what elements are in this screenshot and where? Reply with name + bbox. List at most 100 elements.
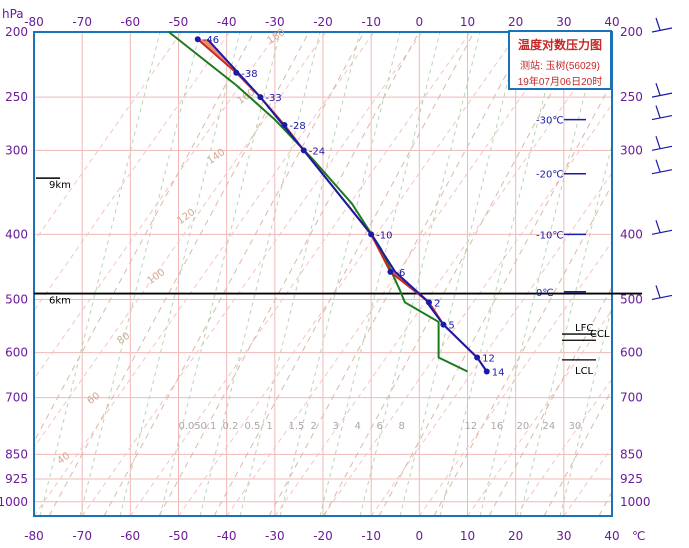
moist-adiabat xyxy=(479,32,601,516)
chart-title-box: 温度对数压力图 测站: 玉树(56029) 19年07月06日20时 xyxy=(508,30,612,90)
x-tick-label-top: -80 xyxy=(24,15,44,29)
p-tick-label-left: 700 xyxy=(5,391,28,405)
temperature-point-label: 2 xyxy=(434,298,440,309)
wind-barb-flag xyxy=(655,105,661,118)
moist-adiabat xyxy=(559,304,612,516)
plot-frame xyxy=(33,31,613,517)
wind-barb-flag xyxy=(655,17,661,31)
wind-barb-shaft xyxy=(651,27,673,33)
x-tick-label-top: -10 xyxy=(361,15,381,29)
isotherm-label: -30℃ xyxy=(536,116,564,127)
moist-adiabat xyxy=(439,32,561,516)
wind-barb-shaft xyxy=(651,92,673,98)
p-tick-label-left: 1000 xyxy=(0,495,28,509)
moist-adiabat xyxy=(119,32,241,516)
moist-adiabat xyxy=(399,32,521,516)
temperature-point xyxy=(233,69,240,76)
x-tick-label-bottom: 30 xyxy=(556,529,571,543)
temperature-point xyxy=(474,354,481,361)
p-tick-label-right: 850 xyxy=(620,447,643,461)
mixing-ratio-label: 30 xyxy=(569,421,582,432)
isotherm-label: -10℃ xyxy=(536,230,564,241)
p-tick-label-left: 250 xyxy=(5,90,28,104)
mixing-ratio-label: 24 xyxy=(543,421,556,432)
dry-adiabat-label: 100 xyxy=(145,267,167,287)
mixing-ratio-label: 0.5 xyxy=(245,421,261,432)
p-tick-label-right: 500 xyxy=(620,292,643,306)
wind-barb-flag xyxy=(655,285,661,298)
x-tick-label-bottom: 40 xyxy=(604,529,619,543)
p-tick-label-left: 850 xyxy=(5,447,28,461)
temperature-point-label: -46 xyxy=(203,35,219,46)
level-label: LFC xyxy=(575,323,593,334)
dry-adiabat-label: 80 xyxy=(115,331,132,347)
x-tick-label-bottom: -40 xyxy=(217,529,237,543)
mixing-ratio-label: 3 xyxy=(333,421,339,432)
station-label: 测站: 玉树(56029) xyxy=(519,61,601,72)
dry-adiabat xyxy=(268,32,530,516)
dry-adiabat xyxy=(433,183,612,516)
temperature-point-label: 5 xyxy=(448,321,454,332)
skewed-isotherm xyxy=(34,32,279,380)
temperature-point-label: -28 xyxy=(289,121,305,132)
x-tick-label-top: -20 xyxy=(313,15,333,29)
dry-adiabat xyxy=(213,32,475,516)
height-mark-label: 6km xyxy=(49,296,71,307)
temperature-point-label: -10 xyxy=(376,230,392,241)
wind-barb-flag xyxy=(655,136,661,149)
p-tick-label-left: 925 xyxy=(5,472,28,486)
x-tick-label-top: 20 xyxy=(508,15,523,29)
temperature-point xyxy=(257,94,264,101)
p-tick-label-left: 400 xyxy=(5,227,28,241)
temperature-point xyxy=(281,121,288,128)
mixing-ratio-label: 0.1 xyxy=(201,421,217,432)
wind-barb-shaft xyxy=(651,169,673,175)
chart-title: 温度对数压力图 xyxy=(517,38,602,52)
p-tick-label-right: 600 xyxy=(620,346,643,360)
moist-adiabat xyxy=(279,32,401,516)
p-tick-label-left: 200 xyxy=(5,25,28,39)
wind-barb-flag xyxy=(655,159,661,172)
p-tick-label-right: 700 xyxy=(620,391,643,405)
level-label: CCL xyxy=(590,329,610,340)
p-tick-label-right: 1000 xyxy=(620,495,651,509)
x-tick-label-bottom: -30 xyxy=(265,529,285,543)
skewed-isotherm xyxy=(611,515,612,516)
temperature-point xyxy=(194,36,201,43)
wind-barb-shaft xyxy=(651,229,673,235)
dry-adiabat xyxy=(543,388,612,516)
p-tick-label-right: 250 xyxy=(620,90,643,104)
wind-barb-flag xyxy=(655,82,661,96)
temperature-point-label: -38 xyxy=(241,69,257,80)
skewed-isotherm xyxy=(515,377,612,516)
mixing-ratio-label: 1.5 xyxy=(289,421,305,432)
moist-adiabat xyxy=(359,32,481,516)
x-tick-label-top: -30 xyxy=(265,15,285,29)
mixing-ratio-label: 20 xyxy=(517,421,530,432)
x-unit-label: ℃ xyxy=(632,529,645,543)
dry-adiabat xyxy=(34,32,255,443)
x-tick-label-bottom: -60 xyxy=(121,529,141,543)
p-tick-label-left: 600 xyxy=(5,346,28,360)
temperature-point-label: 14 xyxy=(492,367,505,378)
temperature-point xyxy=(387,268,394,275)
mixing-ratio-label: 12 xyxy=(465,421,478,432)
isotherm-label: -20℃ xyxy=(536,170,564,181)
dry-adiabat xyxy=(103,32,365,516)
x-tick-label-bottom: 20 xyxy=(508,529,523,543)
mixing-ratio-label: 0.2 xyxy=(223,421,239,432)
x-tick-label-bottom: 0 xyxy=(416,529,424,543)
temperature-point xyxy=(483,368,490,375)
mixing-ratio-label: 6 xyxy=(377,421,383,432)
p-tick-label-right: 200 xyxy=(620,25,643,39)
dry-adiabat-label: 180 xyxy=(265,27,287,47)
temperature-point-label: -24 xyxy=(309,146,325,157)
temperature-point xyxy=(425,299,432,306)
moist-adiabat xyxy=(39,32,161,516)
p-tick-label-right: 400 xyxy=(620,227,643,241)
wind-barb-shaft xyxy=(651,145,673,151)
height-mark-label: 9km xyxy=(49,180,71,191)
x-tick-label-bottom: -20 xyxy=(313,529,333,543)
moist-adiabat xyxy=(79,32,201,516)
